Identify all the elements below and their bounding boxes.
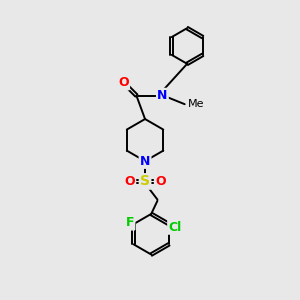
Text: N: N — [157, 89, 168, 102]
Text: F: F — [126, 216, 134, 229]
Text: Me: Me — [188, 99, 204, 109]
Text: O: O — [155, 175, 166, 188]
Text: O: O — [124, 175, 135, 188]
Text: S: S — [140, 175, 150, 188]
Text: O: O — [118, 76, 129, 89]
Text: N: N — [140, 154, 150, 168]
Text: Cl: Cl — [168, 220, 182, 233]
